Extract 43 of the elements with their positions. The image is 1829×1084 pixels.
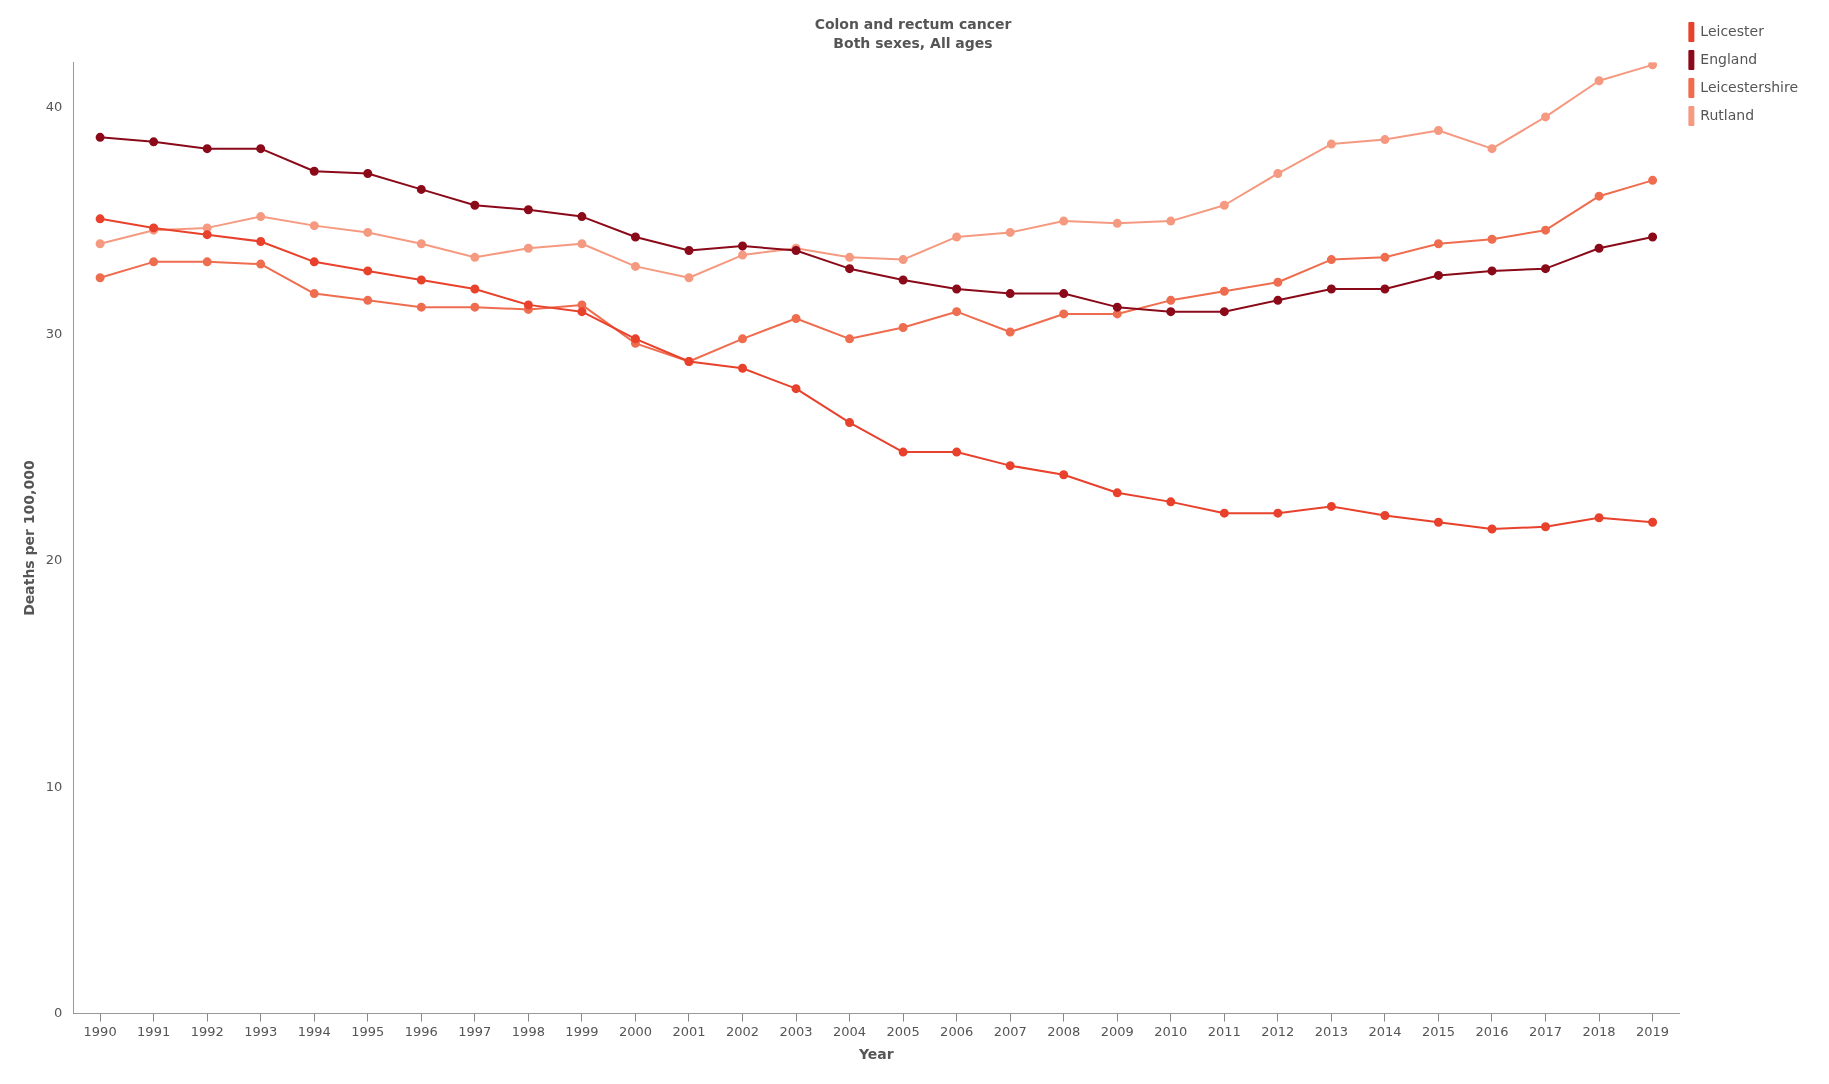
x-tick-label: 2003 [779, 1023, 813, 1039]
x-tick-label: 1992 [190, 1023, 224, 1039]
y-tick-label: 0 [54, 1004, 63, 1020]
chart-subtitle: Both sexes, All ages [833, 34, 993, 51]
x-tick-label: 1995 [351, 1023, 385, 1039]
y-tick-label: 40 [45, 99, 63, 115]
x-tick-label: 2004 [833, 1023, 867, 1039]
x-tick-label: 2002 [725, 1023, 760, 1039]
x-tick-label: 2010 [1154, 1023, 1188, 1039]
x-axis-title: Year [858, 1046, 894, 1063]
legend-label: Leicestershire [1700, 78, 1798, 95]
x-tick-label: 2015 [1421, 1023, 1456, 1039]
chart-title: Colon and rectum cancer [814, 16, 1012, 33]
x-tick-label: 2005 [886, 1023, 920, 1039]
x-tick-label: 1998 [511, 1023, 545, 1039]
x-tick-label: 1997 [458, 1023, 492, 1039]
x-tick-label: 1994 [297, 1023, 331, 1039]
legend-label: Rutland [1700, 106, 1755, 123]
x-tick-label: 2016 [1475, 1023, 1509, 1039]
x-tick-label: 2012 [1261, 1023, 1295, 1039]
x-tick-label: 2006 [940, 1023, 974, 1039]
x-tick-label: 2018 [1582, 1023, 1616, 1039]
x-tick-label: 2017 [1528, 1023, 1563, 1039]
x-tick-label: 1996 [404, 1023, 438, 1039]
x-tick-label: 2000 [618, 1023, 652, 1039]
x-tick-label: 1993 [244, 1023, 278, 1039]
legend-label: Leicester [1700, 22, 1765, 39]
y-tick-label: 10 [45, 778, 63, 794]
y-tick-label: 20 [45, 552, 63, 568]
legend-label: England [1700, 50, 1758, 67]
x-tick-label: 2011 [1207, 1023, 1241, 1039]
x-tick-label: 2014 [1368, 1023, 1402, 1039]
y-tick-label: 30 [45, 325, 63, 341]
x-tick-label: 2019 [1636, 1023, 1670, 1039]
x-tick-label: 2007 [993, 1023, 1027, 1039]
y-axis-title: Deaths per 100,000 [21, 460, 38, 616]
x-tick-label: 1990 [83, 1023, 117, 1039]
x-tick-label: 2013 [1314, 1023, 1348, 1039]
x-tick-label: 1991 [137, 1023, 171, 1039]
x-tick-label: 2001 [672, 1023, 706, 1039]
x-tick-label: 2008 [1047, 1023, 1081, 1039]
x-tick-label: 2009 [1100, 1023, 1134, 1039]
x-tick-label: 1999 [565, 1023, 599, 1039]
